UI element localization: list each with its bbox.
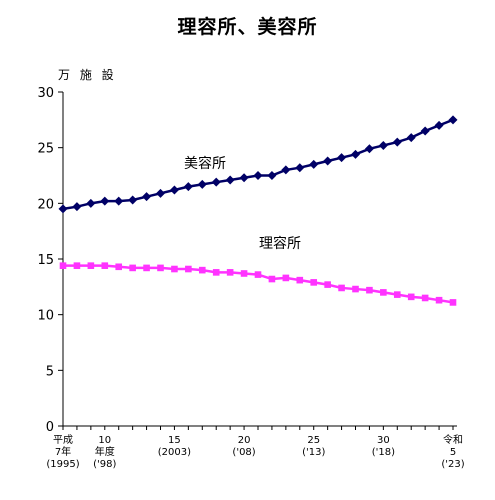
- data-point-marker: [324, 281, 331, 288]
- data-point-marker: [352, 285, 359, 293]
- x-tick-label: 20 ('08): [232, 435, 255, 458]
- data-point-marker: [434, 120, 444, 130]
- data-point-marker: [448, 115, 458, 125]
- data-point-marker: [171, 265, 178, 273]
- data-point-marker: [156, 188, 165, 198]
- data-point-marker: [239, 173, 249, 183]
- x-tick-label: 15 (2003): [158, 435, 191, 458]
- chart-title: 理容所、美容所: [177, 16, 318, 38]
- data-point-marker: [420, 126, 430, 136]
- data-point-marker: [101, 262, 109, 269]
- y-tick-label: 0: [46, 420, 54, 435]
- data-point-marker: [86, 198, 96, 208]
- data-point-marker: [197, 179, 207, 189]
- y-tick-label: 25: [37, 142, 54, 157]
- data-point-marker: [449, 299, 457, 306]
- data-point-marker: [392, 137, 402, 147]
- y-axis-unit-label: 万 施 設: [58, 68, 117, 82]
- data-point-marker: [115, 263, 123, 271]
- data-point-marker: [87, 262, 95, 269]
- data-point-marker: [226, 269, 234, 276]
- data-point-marker: [211, 177, 221, 187]
- x-tick-label: 25 ('13): [302, 435, 325, 458]
- data-point-marker: [59, 262, 67, 269]
- data-point-marker: [407, 293, 415, 301]
- data-point-marker: [72, 202, 82, 212]
- data-point-marker: [157, 264, 164, 272]
- y-tick-label: 5: [46, 364, 54, 379]
- data-point-marker: [254, 271, 262, 278]
- x-tick-label: 令和 5 ('23): [441, 433, 464, 470]
- data-point-marker: [406, 133, 416, 143]
- y-tick-label: 20: [37, 197, 54, 212]
- data-point-marker: [128, 195, 138, 205]
- data-point-marker: [143, 264, 150, 272]
- data-point-marker: [366, 286, 373, 294]
- data-point-marker: [267, 171, 277, 180]
- data-point-marker: [142, 192, 152, 202]
- data-point-marker: [435, 296, 443, 304]
- data-point-marker: [169, 185, 179, 195]
- data-point-marker: [225, 175, 235, 185]
- y-tick-label: 15: [37, 253, 54, 268]
- x-tick-label: 10 年度('98): [93, 435, 116, 470]
- x-tick-label: 平成 7年(1995): [46, 434, 79, 470]
- x-tick-label: 30 ('18): [372, 435, 395, 458]
- data-point-marker: [268, 275, 276, 283]
- data-point-marker: [212, 269, 220, 276]
- series-label: 理容所: [259, 235, 301, 252]
- data-point-marker: [240, 270, 248, 277]
- data-point-marker: [296, 276, 304, 284]
- data-point-marker: [351, 149, 360, 159]
- data-point-marker: [421, 294, 429, 302]
- y-tick-label: 10: [37, 309, 54, 324]
- data-point-marker: [378, 140, 388, 150]
- data-point-marker: [114, 196, 124, 206]
- data-point-marker: [58, 204, 68, 214]
- data-point-marker: [393, 291, 401, 298]
- data-point-marker: [129, 264, 136, 272]
- data-point-marker: [100, 196, 110, 206]
- data-point-marker: [282, 274, 290, 282]
- data-point-marker: [253, 171, 263, 180]
- data-point-marker: [380, 289, 387, 296]
- y-tick-label: 30: [37, 86, 54, 101]
- series-label: 美容所: [184, 155, 226, 172]
- data-point-marker: [338, 284, 345, 292]
- data-point-marker: [323, 156, 333, 166]
- data-point-marker: [281, 165, 291, 175]
- data-point-marker: [183, 182, 193, 192]
- data-point-marker: [337, 153, 347, 163]
- data-point-marker: [364, 144, 374, 154]
- data-point-marker: [295, 163, 305, 173]
- data-point-marker: [309, 159, 319, 169]
- series-line-1: [62, 118, 454, 211]
- data-point-marker: [185, 265, 192, 273]
- data-point-marker: [73, 262, 81, 269]
- data-point-marker: [310, 279, 318, 286]
- data-point-marker: [198, 266, 206, 274]
